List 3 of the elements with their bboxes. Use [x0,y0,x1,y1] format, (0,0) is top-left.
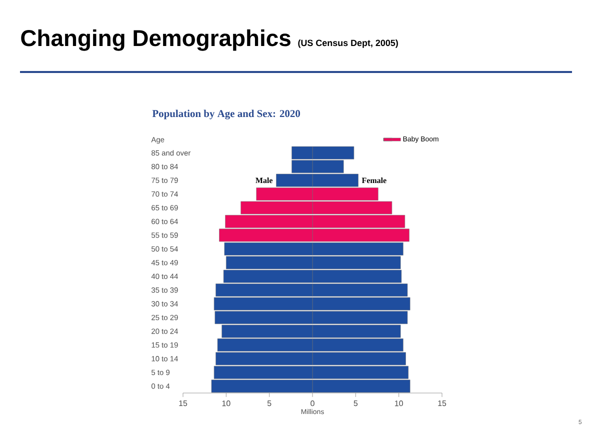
chart-subtitle: (US Census Dept, 2005) [298,39,398,48]
text: Population by Age and Sex: 2020 [152,110,300,120]
chart-title: Changing Demographics [21,29,290,51]
